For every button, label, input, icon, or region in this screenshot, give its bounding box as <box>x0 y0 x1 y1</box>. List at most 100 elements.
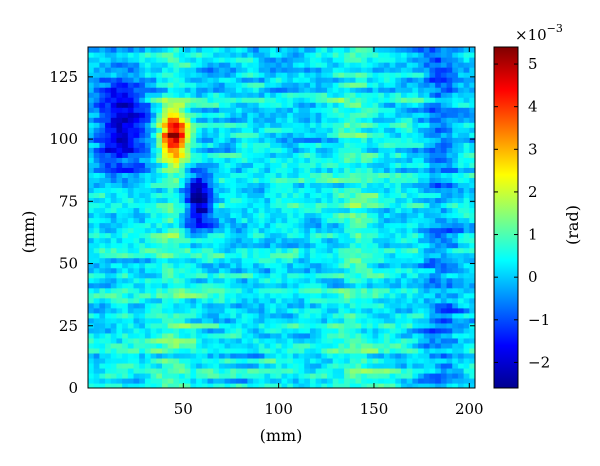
heatmap-cell <box>105 272 112 279</box>
heatmap-cell <box>258 222 266 229</box>
heatmap-cell <box>338 142 345 148</box>
heatmap-cell <box>156 247 163 254</box>
heatmap-cell <box>463 117 470 123</box>
heatmap-cell <box>440 347 448 354</box>
heatmap-cell <box>395 307 402 314</box>
heatmap-cell <box>463 182 470 189</box>
heatmap-cell <box>383 237 391 244</box>
heatmap-cell <box>395 287 402 294</box>
heatmap-cell <box>383 342 391 349</box>
heatmap-cell <box>366 72 374 78</box>
heatmap-cell <box>344 192 351 199</box>
heatmap-cell <box>292 137 300 143</box>
heatmap-cell <box>401 87 408 93</box>
heatmap-cell <box>389 302 396 309</box>
heatmap-cell <box>190 282 197 289</box>
heatmap-cell <box>173 87 180 93</box>
heatmap-cell <box>156 77 163 83</box>
heatmap-cell <box>253 112 260 118</box>
heatmap-cell <box>224 162 231 168</box>
heatmap-cell <box>298 182 305 189</box>
heatmap-cell <box>253 292 260 299</box>
heatmap-cell <box>452 162 459 168</box>
heatmap-cell <box>281 87 288 93</box>
heatmap-cell <box>338 122 345 128</box>
heatmap-cell <box>258 217 266 224</box>
heatmap-cell <box>401 192 408 199</box>
heatmap-cell <box>355 352 362 359</box>
heatmap-cell <box>440 147 448 153</box>
heatmap-cell <box>452 177 459 183</box>
heatmap-cell <box>361 62 368 68</box>
heatmap-cell <box>122 52 129 58</box>
heatmap-cell <box>179 232 186 239</box>
heatmap-cell <box>253 322 260 329</box>
heatmap-cell <box>321 132 328 138</box>
heatmap-cell <box>287 307 294 314</box>
heatmap-cell <box>412 287 419 294</box>
heatmap-cell <box>105 87 112 93</box>
heatmap-cell <box>344 277 351 284</box>
heatmap-cell <box>230 82 237 88</box>
heatmap-cell <box>349 97 357 103</box>
heatmap-cell <box>213 247 220 254</box>
heatmap-cell <box>366 317 374 324</box>
heatmap-cell <box>173 132 180 138</box>
heatmap-cell <box>196 352 203 359</box>
heatmap-cell <box>116 322 123 329</box>
heatmap-cell <box>406 257 413 264</box>
heatmap-cell <box>93 82 100 88</box>
heatmap-cell <box>213 317 220 324</box>
heatmap-cell <box>287 87 294 93</box>
heatmap-cell <box>412 362 419 369</box>
heatmap-cell <box>144 302 152 309</box>
heatmap-cell <box>349 142 357 148</box>
heatmap-cell <box>418 362 425 369</box>
heatmap-cell <box>93 47 100 53</box>
heatmap-cell <box>122 97 129 103</box>
heatmap-cell <box>224 102 231 108</box>
heatmap-cell <box>361 352 368 359</box>
heatmap-cell <box>116 292 123 299</box>
heatmap-cell <box>93 272 100 279</box>
heatmap-cell <box>196 152 203 158</box>
heatmap-cell <box>298 67 305 73</box>
heatmap-cell <box>332 277 340 284</box>
heatmap-cell <box>207 207 214 214</box>
heatmap-cell <box>423 57 431 63</box>
heatmap-cell <box>213 72 220 78</box>
heatmap-cell <box>133 247 140 254</box>
heatmap-cell <box>298 142 305 148</box>
heatmap-cell <box>355 327 362 334</box>
heatmap-cell <box>122 307 129 314</box>
heatmap-cell <box>270 377 277 384</box>
heatmap-cell <box>457 207 465 214</box>
heatmap-cell <box>344 67 351 73</box>
heatmap-cell <box>167 182 174 189</box>
heatmap-cell <box>412 57 419 63</box>
heatmap-cell <box>116 62 123 68</box>
heatmap-cell <box>93 72 100 78</box>
heatmap-cell <box>383 332 391 339</box>
heatmap-cell <box>457 197 465 204</box>
heatmap-cell <box>116 152 123 158</box>
heatmap-cell <box>110 77 118 83</box>
heatmap-cell <box>389 372 396 379</box>
heatmap-cell <box>99 97 106 103</box>
heatmap-cell <box>372 257 379 264</box>
heatmap-cell <box>469 237 475 244</box>
heatmap-cell <box>452 77 459 83</box>
heatmap-cell <box>122 77 129 83</box>
heatmap-cell <box>190 382 197 388</box>
heatmap-cell <box>196 362 203 369</box>
heatmap-cell <box>196 332 203 339</box>
heatmap-cell <box>463 242 470 249</box>
heatmap-cell <box>332 82 340 88</box>
heatmap-cell <box>167 197 174 204</box>
heatmap-cell <box>201 282 209 289</box>
heatmap-cell <box>355 252 362 259</box>
heatmap-cell <box>184 352 192 359</box>
heatmap-cell <box>315 137 322 143</box>
heatmap-cell <box>332 227 340 234</box>
heatmap-cell <box>355 307 362 314</box>
